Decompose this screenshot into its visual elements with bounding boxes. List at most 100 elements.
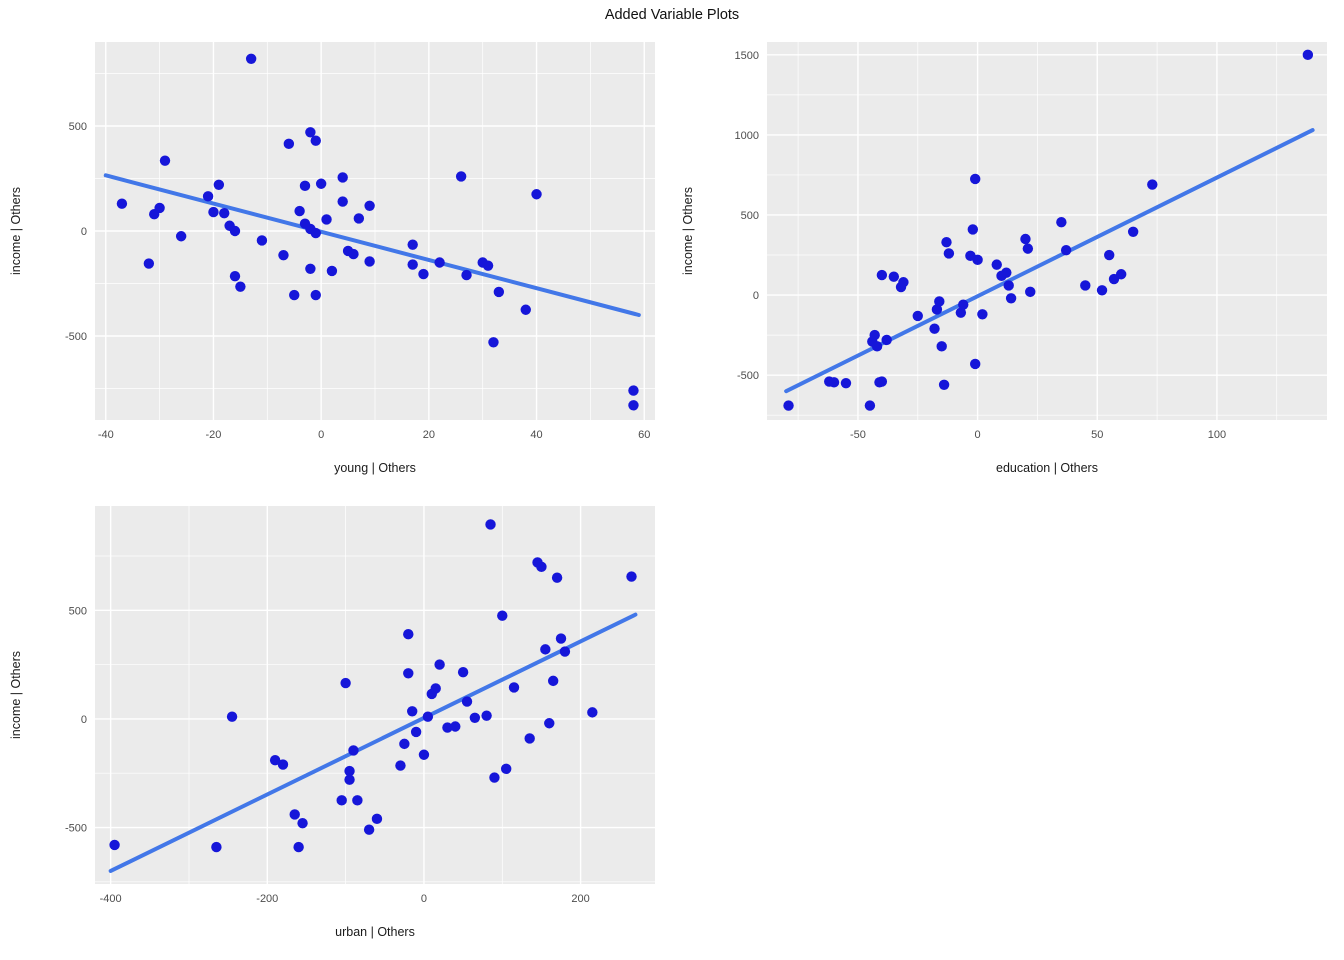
data-point	[418, 268, 429, 280]
data-point	[116, 198, 128, 209]
panel-background	[767, 42, 1327, 420]
points-layer	[109, 519, 637, 853]
data-point	[481, 710, 492, 721]
data-point	[1001, 267, 1012, 278]
data-point	[143, 258, 155, 269]
data-point	[876, 269, 888, 281]
data-point	[967, 224, 979, 235]
data-point	[1025, 286, 1036, 298]
x-tick-label: -50	[850, 429, 866, 441]
data-point	[364, 256, 375, 267]
data-point	[277, 759, 289, 770]
avplot-cell-education: -50 0 50 100 -500 0 500 1000 1500 education | Oth…	[672, 32, 1344, 496]
data-point	[840, 377, 852, 389]
data-point	[493, 286, 505, 298]
regression-line	[103, 173, 641, 317]
x-tick-label: 50	[1091, 429, 1103, 441]
y-tick-label: 1000	[735, 130, 759, 142]
y-tick-label: -500	[65, 331, 87, 343]
data-point	[289, 289, 300, 301]
plots-grid: -40 -20 0 20 40 60 -500 0 500 young | Others incom…	[0, 32, 1344, 960]
data-point	[434, 257, 445, 268]
x-tick-label: -20	[206, 429, 222, 441]
points-layer	[783, 49, 1314, 411]
data-point	[353, 213, 365, 224]
data-point	[305, 263, 316, 274]
data-point	[520, 304, 531, 315]
data-point	[628, 385, 639, 396]
data-point	[551, 572, 563, 583]
data-point	[628, 400, 639, 411]
data-point	[337, 196, 348, 207]
x-tick-label: 0	[421, 893, 427, 905]
data-point	[469, 712, 481, 724]
data-point	[310, 227, 321, 239]
data-point	[540, 644, 551, 655]
data-point	[555, 633, 567, 644]
data-point	[1147, 179, 1158, 190]
data-point	[422, 711, 434, 722]
data-point	[407, 259, 418, 270]
x-tick-label: 0	[975, 429, 981, 441]
data-point	[364, 200, 375, 211]
y-tick-label: 0	[753, 290, 759, 302]
data-point	[109, 839, 120, 851]
data-point	[929, 323, 940, 334]
data-point	[485, 519, 496, 530]
regression-line	[108, 612, 638, 873]
data-point	[1060, 245, 1072, 256]
data-point	[1020, 233, 1031, 245]
data-point	[1096, 285, 1108, 296]
y-axis-title: income | Others	[9, 187, 23, 275]
data-point	[154, 202, 165, 214]
data-point	[321, 214, 332, 225]
points-layer	[116, 53, 639, 411]
x-tick-label: -40	[98, 429, 114, 441]
data-point	[455, 171, 467, 182]
data-point	[457, 666, 469, 678]
data-point	[211, 841, 222, 853]
data-point	[450, 721, 461, 732]
data-point	[936, 341, 947, 352]
data-point	[337, 172, 348, 183]
x-tick-label: 40	[530, 429, 542, 441]
data-point	[219, 207, 230, 219]
data-point	[403, 628, 414, 640]
data-point	[226, 711, 238, 722]
y-tick-label: -500	[65, 823, 87, 835]
data-point	[500, 763, 512, 775]
y-tick-label: 500	[69, 605, 87, 617]
data-point	[497, 610, 508, 621]
data-point	[310, 135, 321, 146]
y-tick-label: 0	[81, 714, 87, 726]
avplot-young: -40 -20 0 20 40 60 -500 0 500 young | Others incom…	[9, 42, 655, 475]
x-tick-label: -200	[256, 893, 278, 905]
data-point	[482, 260, 494, 271]
data-point	[305, 127, 316, 138]
x-tick-label: 60	[638, 429, 650, 441]
data-point	[898, 277, 909, 288]
x-tick-label: 100	[1208, 429, 1226, 441]
x-tick-label: -400	[100, 893, 122, 905]
data-point	[1022, 243, 1034, 254]
y-tick-label: 500	[741, 210, 759, 222]
data-point	[970, 358, 981, 370]
data-point	[547, 675, 559, 687]
x-axis-title: education | Others	[996, 461, 1098, 475]
data-point	[536, 561, 547, 573]
x-tick-label: 0	[318, 429, 324, 441]
data-point	[348, 745, 359, 756]
data-point	[395, 760, 406, 771]
page-title: Added Variable Plots	[604, 7, 740, 23]
data-point	[559, 646, 571, 657]
data-point	[399, 738, 410, 750]
data-point	[524, 733, 535, 744]
data-point	[1104, 249, 1115, 261]
data-point	[418, 749, 430, 760]
data-point	[1005, 293, 1017, 304]
data-point	[941, 237, 952, 248]
data-point	[1302, 49, 1314, 61]
data-point	[938, 379, 950, 390]
data-point	[869, 329, 880, 341]
